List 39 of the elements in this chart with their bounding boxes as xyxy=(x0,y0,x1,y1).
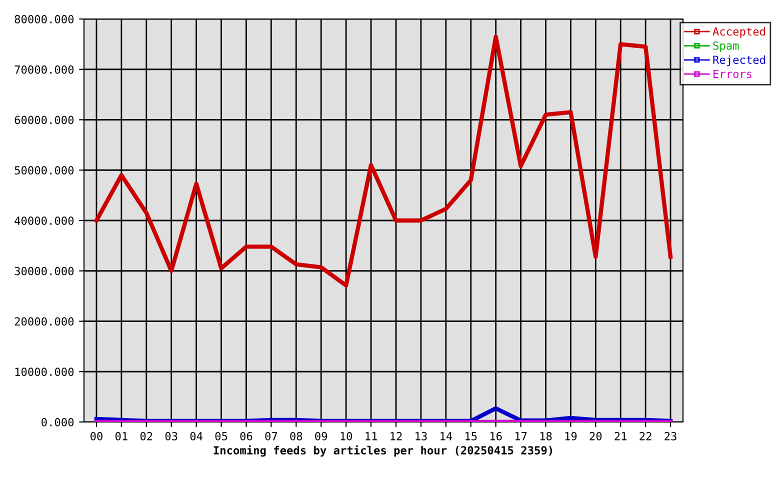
x-tick-label: 14 xyxy=(440,432,452,440)
x-tick-label: 04 xyxy=(190,432,202,440)
legend-label: Rejected xyxy=(713,55,765,66)
x-tick-label: 13 xyxy=(416,432,427,440)
x-tick-label: 21 xyxy=(614,432,627,440)
legend-label: Errors xyxy=(714,70,752,78)
x-tick-label: 00 xyxy=(90,432,102,440)
x-tick-label: 01 xyxy=(115,432,128,440)
y-tick-label: 10000.000 xyxy=(15,368,74,376)
line-series xyxy=(94,34,673,288)
x-tick-label: 09 xyxy=(315,432,328,440)
x-tick-label: 17 xyxy=(515,432,527,440)
y-tick-label: 70000.000 xyxy=(14,65,74,74)
x-tick-label: 08 xyxy=(290,432,302,440)
x-tick-label: 03 xyxy=(165,432,178,440)
y-tick-label: 0.000 xyxy=(42,418,74,426)
x-tick-label: 18 xyxy=(540,432,552,440)
x-tick-label: 20 xyxy=(590,432,602,440)
y-tick-label: 60000.000 xyxy=(14,116,74,124)
x-tick-label: 22 xyxy=(640,432,652,440)
x-tick-label: 02 xyxy=(140,432,152,440)
y-tick-label: 80000.000 xyxy=(14,15,74,24)
x-tick-label: 06 xyxy=(240,432,252,440)
x-tick-label: 12 xyxy=(390,432,402,440)
legend-label: Spam xyxy=(713,41,739,52)
y-tick-label: 30000.000 xyxy=(14,266,74,276)
x-tick-label: 15 xyxy=(466,432,477,440)
y-tick-label: 20000.000 xyxy=(14,317,74,326)
y-tick-label: 50000.000 xyxy=(14,166,74,175)
legend-label: Accepted xyxy=(712,27,765,38)
x-tick-label: 16 xyxy=(490,432,502,440)
x-tick-label: 11 xyxy=(366,432,377,440)
x-tick-label: 19 xyxy=(565,432,577,440)
x-tick-label: 10 xyxy=(340,432,352,440)
x-tick-label: 05 xyxy=(215,432,228,440)
x-tick-label: 23 xyxy=(664,432,676,440)
x-axis-title: Incoming feeds by articles per hour (20250415 2359) xyxy=(214,445,552,457)
y-tick-label: 40000.000 xyxy=(14,216,74,225)
x-tick-label: 07 xyxy=(265,432,278,440)
